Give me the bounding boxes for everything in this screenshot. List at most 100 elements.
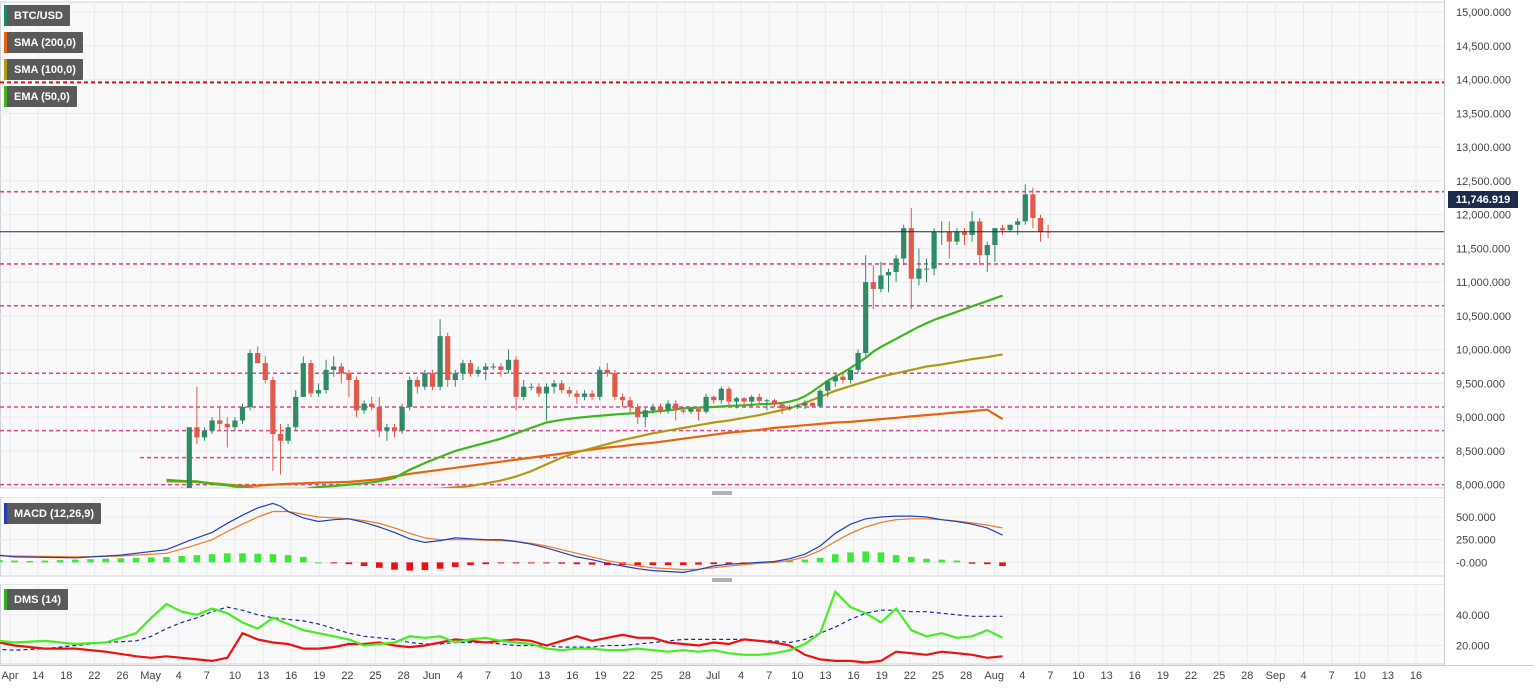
macd-histogram-bar [558,562,565,564]
legend-label: DMS (14) [14,593,62,606]
candle-body [604,369,610,374]
candle-body [688,409,694,412]
x-tick-label: 4 [457,670,463,682]
macd-histogram-bar [816,557,824,563]
y-tick-label: 15,000.000 [1456,7,1511,19]
candle-body [589,393,595,397]
candle-body [703,396,709,412]
price-plot [0,11,1444,488]
y-tick-label: 250.000 [1456,535,1496,547]
x-tick-label: 14 [32,670,44,682]
pane-separator [0,489,1446,497]
candle-body [612,373,618,397]
macd-histogram-bar [832,554,839,563]
y-tick-label: 10,500.000 [1456,311,1511,323]
candle-body [300,363,306,397]
candle-body [863,282,869,353]
macd-histogram-bar [999,562,1006,567]
x-tick-label: 19 [1157,670,1169,682]
candle-body [847,369,854,380]
candle-body [247,353,253,407]
x-tick-label: 13 [538,670,550,682]
candle-body [908,228,914,279]
legend-ema50[interactable]: EMA (50,0) [4,86,77,107]
candle-body [209,420,215,431]
macd-histogram-bar [847,552,854,563]
x-tick-label: 7 [204,670,210,682]
legend-sma200[interactable]: SMA (200,0) [4,32,83,53]
x-tick-label: 25 [932,670,944,682]
legend-swatch [4,32,7,53]
x-tick-label: 13 [819,670,831,682]
macd-histogram-bar [284,555,292,563]
macd-histogram-bar [664,562,672,566]
candle-body [217,420,223,424]
x-tick-label: Jun [423,670,441,682]
macd-histogram-bar [0,560,3,563]
candle-body [255,353,261,364]
legend-macd[interactable]: MACD (12,26,9) [4,503,102,524]
macd-histogram-bar [877,552,885,563]
macd-histogram-bar [467,562,474,566]
legend-label: SMA (100,0) [14,63,76,76]
candle-body [429,373,436,387]
candle-body [338,366,344,374]
candle-body [315,390,322,394]
legend-btcusd[interactable]: BTC/USD [4,5,70,26]
candle-body [399,407,405,431]
x-tick-label: 16 [566,670,578,682]
candle-body [946,231,952,242]
macd-histogram-bar [968,562,976,564]
x-tick-label: 7 [485,670,491,682]
candle-body [407,380,413,407]
macd-histogram-bar [148,557,155,563]
legend-sma100[interactable]: SMA (100,0) [4,59,83,80]
candle-body [832,376,838,382]
y-tick-label: 10,000.000 [1456,345,1511,357]
y-tick-label: 14,000.000 [1456,75,1511,87]
candle-body [186,427,192,488]
x-tick-label: 22 [904,670,916,682]
candle-body [1022,194,1028,222]
candle-body [749,396,755,402]
candle-body [840,376,846,380]
legend-swatch [4,59,7,80]
candle-body [923,268,930,270]
candle-body [490,366,496,368]
x-tick-label: 19 [594,670,606,682]
candle-body [718,388,724,401]
candle-body [498,366,504,370]
macd-histogram-bar [11,560,18,563]
macd-histogram-bar [862,551,869,563]
candle-body [931,231,937,269]
candle-body [224,423,230,428]
candle-body [733,398,740,402]
candle-body [277,434,284,441]
legend-dms[interactable]: DMS (14) [4,589,69,610]
legend-swatch [4,5,7,26]
x-tick-label: Jul [706,670,720,682]
macd-histogram-bar [892,555,900,563]
macd-histogram-bar [984,562,991,565]
candle-body [635,407,641,418]
macd-line [0,502,1003,574]
macd-histogram-bar [178,556,185,563]
candle-body [574,393,580,397]
x-tick-label: 16 [1410,670,1422,682]
macd-histogram-bar [436,562,444,569]
candle-body [741,398,747,402]
macd-histogram-bar [300,556,307,563]
macd-histogram-bar [26,561,33,563]
candle-body [787,407,793,409]
candle-body [695,409,702,412]
x-tick-label: 10 [229,670,241,682]
sma200-line [166,408,1004,488]
candle-body [809,402,816,407]
candle-body [969,221,975,235]
macd-histogram-bar [649,562,657,566]
macd-histogram-bar [87,559,94,563]
x-tick-label: 22 [88,670,100,682]
macd-histogram-bar [497,562,505,564]
